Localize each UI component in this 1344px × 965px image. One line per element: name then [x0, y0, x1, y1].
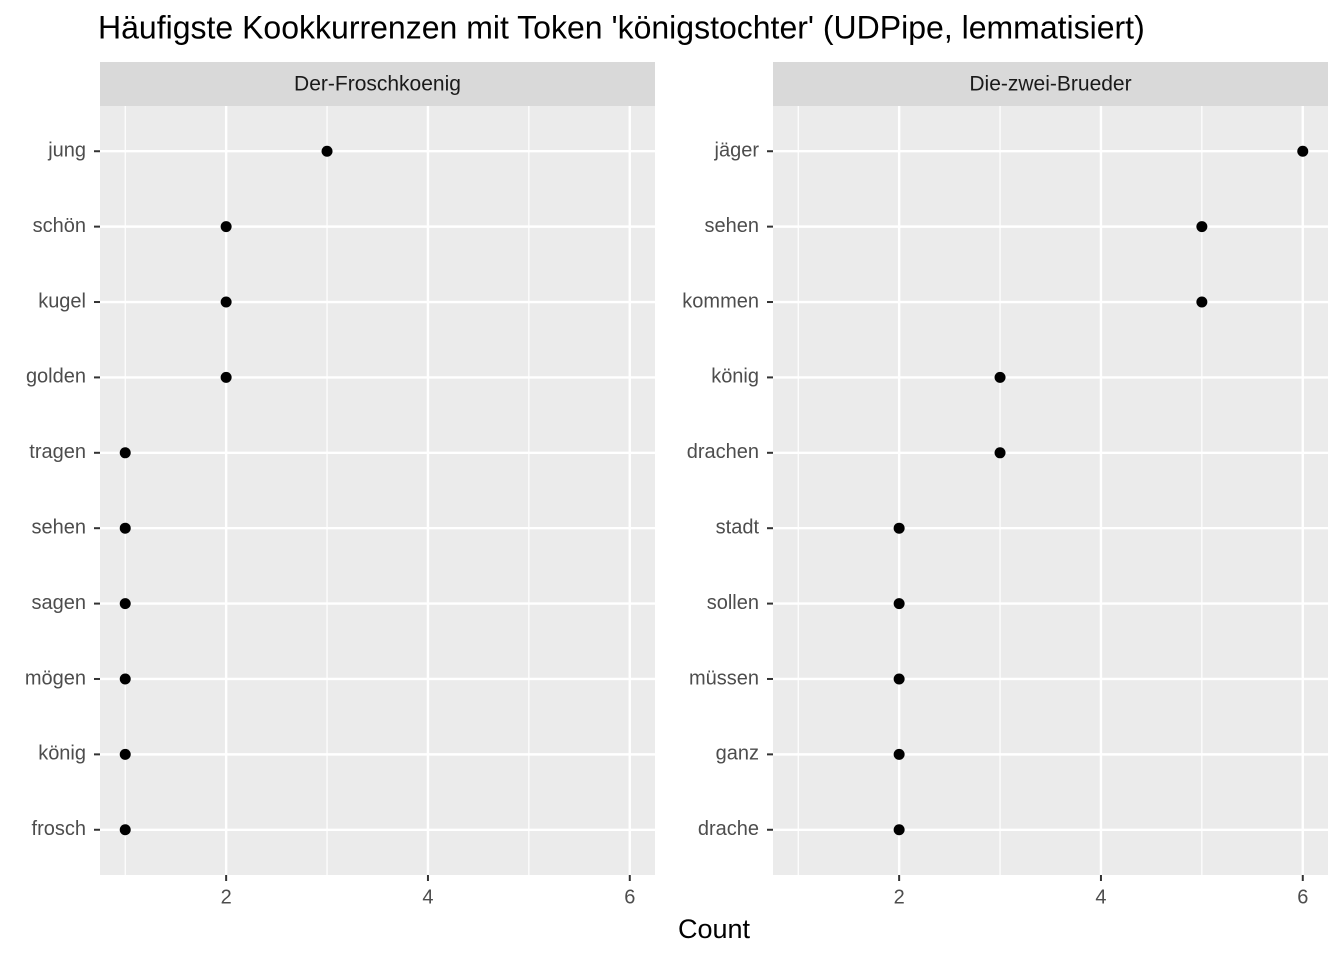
dot — [893, 748, 905, 760]
x-tick-label: 2 — [221, 886, 232, 908]
dot — [220, 221, 232, 233]
y-tick-label: sagen — [32, 592, 87, 614]
y-tick-label: frosch — [32, 818, 86, 840]
x-axis-label: Count — [678, 914, 751, 944]
y-tick-label: tragen — [29, 441, 86, 463]
y-tick-label: mögen — [25, 667, 86, 689]
dot — [220, 296, 232, 308]
y-tick-label: schön — [33, 215, 86, 237]
dot — [893, 522, 905, 534]
dot — [119, 522, 131, 534]
y-tick-label: ganz — [716, 743, 759, 765]
dot — [119, 748, 131, 760]
dot — [119, 824, 131, 836]
x-tick-label: 4 — [422, 886, 433, 908]
y-tick-label: müssen — [689, 667, 759, 689]
x-tick-label: 2 — [894, 886, 905, 908]
dot — [893, 598, 905, 610]
y-tick-label: könig — [711, 366, 759, 388]
strip-label: Die-zwei-Brueder — [969, 73, 1131, 96]
y-tick-label: golden — [26, 366, 86, 388]
dot — [119, 447, 131, 459]
dot — [893, 824, 905, 836]
y-tick-label: sehen — [32, 516, 87, 538]
x-tick-label: 6 — [1297, 886, 1308, 908]
x-tick-label: 4 — [1095, 886, 1106, 908]
y-tick-label: kugel — [38, 290, 86, 312]
dot — [994, 447, 1006, 459]
strip — [773, 62, 1328, 106]
dot — [119, 598, 131, 610]
dot — [1196, 221, 1208, 233]
y-tick-label: sehen — [705, 215, 760, 237]
strip — [100, 62, 655, 106]
y-tick-label: kommen — [682, 290, 759, 312]
dot — [321, 145, 333, 157]
y-tick-label: stadt — [716, 516, 760, 538]
dot — [119, 673, 131, 685]
dot — [1297, 145, 1309, 157]
chart-title: Häufigste Kookkurrenzen mit Token 'könig… — [98, 9, 1145, 45]
y-tick-label: jäger — [714, 140, 760, 162]
panel-background — [773, 106, 1328, 875]
dot — [893, 673, 905, 685]
panel-background — [100, 106, 655, 875]
y-tick-label: drache — [698, 818, 759, 840]
y-tick-label: jung — [47, 140, 86, 162]
y-tick-label: drachen — [687, 441, 759, 463]
y-tick-label: sollen — [707, 592, 759, 614]
dot — [1196, 296, 1208, 308]
dot — [220, 371, 232, 383]
x-tick-label: 6 — [624, 886, 635, 908]
dot — [994, 371, 1006, 383]
y-tick-label: könig — [38, 743, 86, 765]
strip-label: Der-Froschkoenig — [294, 73, 461, 96]
